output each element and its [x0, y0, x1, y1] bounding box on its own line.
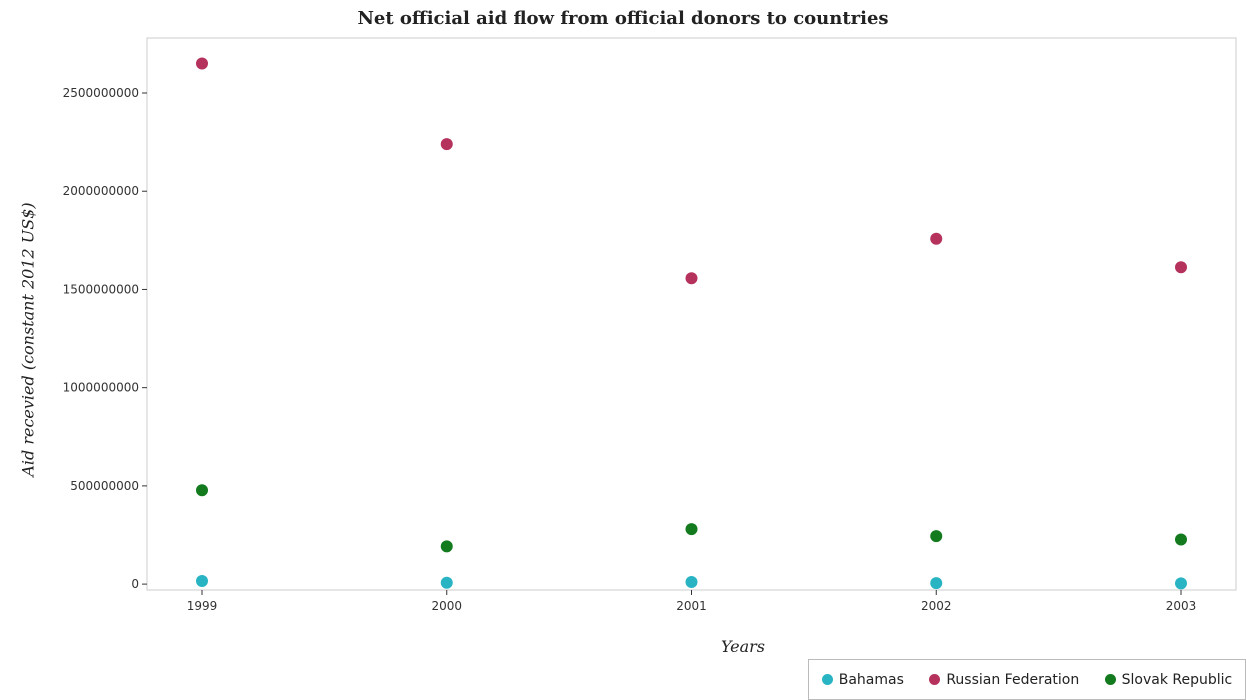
- data-point-slovak-republic: [440, 540, 453, 553]
- legend-marker-russian-federation: [929, 674, 941, 685]
- x-tick-label: 2000: [431, 599, 462, 613]
- y-tick-label: 0: [131, 577, 139, 591]
- x-axis-label: Years: [720, 637, 766, 656]
- x-tick-label: 1999: [187, 599, 218, 613]
- y-tick-label: 2500000000: [63, 86, 139, 100]
- data-point-bahamas: [1175, 577, 1187, 590]
- data-point-bahamas: [930, 577, 943, 590]
- data-point-bahamas: [685, 575, 698, 588]
- legend-marker-bahamas: [821, 674, 833, 685]
- x-tick-label: 2003: [1166, 599, 1197, 613]
- legend-marker-slovak-republic: [1104, 674, 1116, 685]
- data-point-russian-federation: [196, 57, 208, 70]
- legend-item-russian-federation: Russian Federation: [929, 672, 1079, 688]
- data-point-russian-federation: [440, 138, 453, 151]
- legend-label-bahamas: Bahamas: [838, 671, 904, 688]
- legend-label-slovak-republic: Slovak Republic: [1121, 671, 1233, 688]
- data-point-bahamas: [440, 576, 453, 589]
- legend-label-russian-federation: Russian Federation: [946, 671, 1080, 688]
- y-tick-label: 500000000: [70, 479, 139, 493]
- y-tick-label: 2000000000: [63, 184, 139, 198]
- data-point-russian-federation: [685, 272, 698, 285]
- chart-title: Net official aid flow from official dono…: [357, 8, 889, 29]
- y-tick-label: 1500000000: [63, 282, 139, 296]
- data-point-russian-federation: [1175, 261, 1187, 274]
- data-point-slovak-republic: [1175, 533, 1187, 546]
- x-tick-label: 2002: [921, 599, 952, 613]
- legend: Bahamas Russian Federation Slovak Republ…: [808, 659, 1246, 700]
- data-point-slovak-republic: [685, 523, 698, 536]
- plot-frame: [146, 37, 1237, 591]
- data-point-bahamas: [196, 574, 208, 587]
- legend-item-bahamas: Bahamas: [821, 671, 904, 688]
- data-point-slovak-republic: [196, 484, 208, 497]
- data-point-russian-federation: [930, 232, 943, 245]
- y-tick-label: 1000000000: [63, 381, 139, 395]
- legend-item-slovak-republic: Slovak Republic: [1104, 671, 1233, 688]
- x-tick-label: 2001: [676, 599, 707, 613]
- data-point-slovak-republic: [930, 530, 943, 543]
